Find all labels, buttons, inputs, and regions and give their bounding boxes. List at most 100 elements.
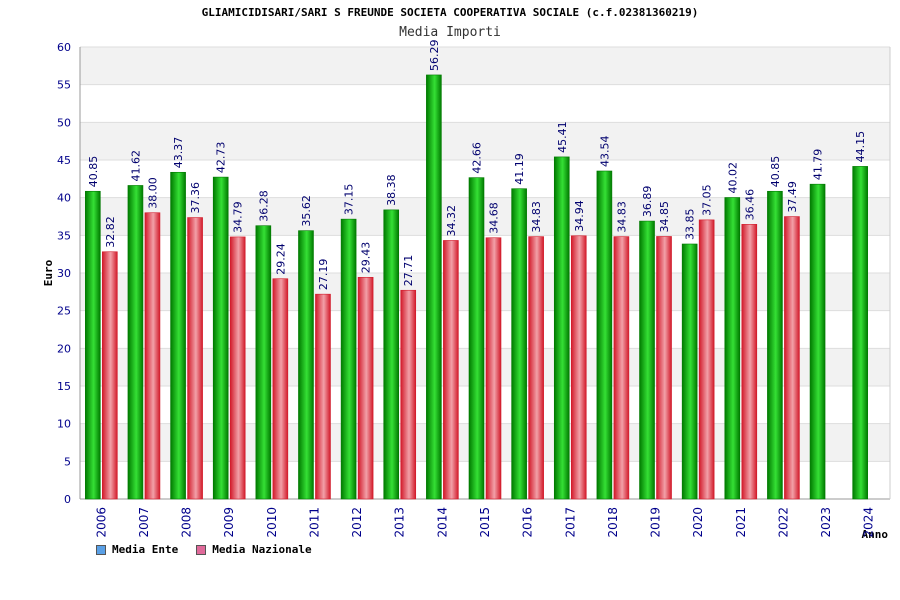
value-label-ente: 41.79 bbox=[812, 149, 825, 181]
legend: Media Ente Media Nazionale bbox=[96, 543, 312, 556]
x-tick-label: 2012 bbox=[350, 507, 364, 538]
value-label-nazionale: 34.83 bbox=[615, 201, 628, 233]
legend-swatch-nazionale bbox=[196, 544, 207, 555]
bar-media-ente bbox=[383, 209, 400, 500]
value-label-ente: 37.15 bbox=[343, 184, 356, 216]
x-tick-label: 2007 bbox=[137, 507, 151, 538]
bar-media-ente bbox=[426, 74, 442, 500]
value-label-nazionale: 38.00 bbox=[146, 177, 159, 209]
bar-media-nazionale bbox=[656, 236, 672, 500]
value-label-nazionale: 29.24 bbox=[274, 243, 287, 275]
y-tick-label: 15 bbox=[57, 380, 71, 393]
x-tick-label: 2016 bbox=[521, 507, 535, 538]
value-label-nazionale: 37.05 bbox=[701, 184, 714, 216]
legend-label-nazionale: Media Nazionale bbox=[212, 543, 312, 556]
bar-media-ente bbox=[468, 177, 485, 500]
value-label-ente: 40.02 bbox=[726, 162, 739, 194]
x-tick-label: 2021 bbox=[734, 507, 748, 538]
value-label-nazionale: 36.46 bbox=[743, 189, 756, 221]
y-tick-label: 0 bbox=[64, 493, 71, 506]
x-tick-label: 2010 bbox=[265, 507, 279, 538]
bar-media-nazionale bbox=[741, 224, 758, 500]
bar-media-ente bbox=[340, 218, 357, 500]
y-tick-label: 20 bbox=[57, 342, 71, 355]
bar-media-nazionale bbox=[613, 236, 630, 500]
bar-media-nazionale bbox=[400, 289, 417, 500]
x-tick-label: 2024 bbox=[862, 507, 876, 538]
bar-media-ente bbox=[170, 171, 186, 500]
bar-media-nazionale bbox=[485, 237, 502, 500]
value-label-nazionale: 29.43 bbox=[360, 242, 373, 274]
x-tick-label: 2006 bbox=[94, 507, 108, 538]
value-label-nazionale: 27.71 bbox=[402, 255, 415, 287]
value-label-ente: 45.41 bbox=[556, 121, 569, 153]
value-label-nazionale: 34.85 bbox=[658, 201, 671, 233]
y-tick-label: 45 bbox=[57, 154, 71, 167]
value-label-nazionale: 37.36 bbox=[189, 182, 202, 214]
bar-media-nazionale bbox=[144, 212, 161, 500]
x-tick-label: 2013 bbox=[393, 507, 407, 538]
y-tick-label: 50 bbox=[57, 116, 71, 129]
value-label-ente: 42.66 bbox=[471, 142, 484, 174]
y-tick-label: 35 bbox=[57, 229, 71, 242]
x-tick-label: 2023 bbox=[819, 507, 833, 538]
value-label-nazionale: 34.68 bbox=[488, 202, 501, 234]
bar-media-ente bbox=[85, 190, 101, 500]
bar-media-nazionale bbox=[315, 293, 331, 500]
value-label-ente: 42.73 bbox=[215, 142, 228, 174]
bar-media-nazionale bbox=[357, 276, 374, 500]
bar-media-nazionale bbox=[102, 251, 118, 500]
value-label-ente: 41.19 bbox=[513, 153, 526, 185]
chart-title: GLIAMICIDISARI/SARI S FREUNDE SOCIETA CO… bbox=[201, 6, 699, 19]
legend-label-ente: Media Ente bbox=[112, 543, 179, 556]
bar-media-ente bbox=[639, 220, 655, 500]
bar-media-nazionale bbox=[272, 278, 289, 500]
y-tick-label: 10 bbox=[57, 418, 71, 431]
bar-media-ente bbox=[553, 156, 570, 500]
x-tick-label: 2008 bbox=[180, 507, 194, 538]
y-tick-label: 55 bbox=[57, 79, 71, 92]
value-label-nazionale: 34.94 bbox=[573, 200, 586, 232]
value-label-ente: 33.85 bbox=[684, 208, 697, 240]
bar-media-nazionale bbox=[443, 240, 459, 500]
x-tick-label: 2019 bbox=[649, 507, 663, 538]
legend-item-ente: Media Ente bbox=[96, 543, 178, 556]
bar-media-nazionale bbox=[229, 236, 246, 500]
bar-media-ente bbox=[255, 225, 272, 500]
bar-media-nazionale bbox=[570, 235, 587, 500]
bar-media-nazionale bbox=[784, 216, 800, 500]
x-tick-label: 2014 bbox=[435, 507, 449, 538]
bar-media-ente bbox=[212, 176, 229, 500]
y-tick-label: 25 bbox=[57, 305, 71, 318]
value-label-nazionale: 34.32 bbox=[445, 205, 458, 237]
bar-media-nazionale bbox=[187, 217, 203, 500]
x-tick-label: 2011 bbox=[307, 507, 321, 538]
value-label-ente: 38.38 bbox=[385, 174, 398, 206]
value-label-ente: 43.37 bbox=[172, 137, 185, 169]
value-label-ente: 36.28 bbox=[257, 190, 270, 222]
y-tick-label: 40 bbox=[57, 192, 71, 205]
value-label-ente: 40.85 bbox=[769, 156, 782, 188]
bar-media-ente bbox=[127, 185, 144, 500]
value-label-ente: 40.85 bbox=[87, 156, 100, 188]
bar-media-ente bbox=[596, 170, 613, 500]
legend-swatch-ente bbox=[96, 544, 106, 555]
value-label-nazionale: 37.49 bbox=[786, 181, 799, 213]
bar-media-ente bbox=[809, 183, 826, 500]
x-tick-label: 2009 bbox=[222, 507, 236, 538]
x-tick-label: 2015 bbox=[478, 507, 492, 538]
value-label-ente: 43.54 bbox=[598, 135, 611, 167]
chart-subtitle: Media Importi bbox=[399, 25, 501, 40]
value-label-ente: 56.29 bbox=[428, 39, 441, 71]
legend-item-nazionale: Media Nazionale bbox=[196, 543, 312, 556]
value-label-ente: 44.15 bbox=[854, 131, 867, 163]
value-label-nazionale: 34.83 bbox=[530, 201, 543, 233]
value-label-ente: 41.62 bbox=[129, 150, 142, 182]
x-tick-label: 2020 bbox=[691, 507, 705, 538]
y-axis-label: Euro bbox=[42, 259, 55, 286]
y-tick-label: 60 bbox=[57, 41, 71, 54]
value-label-ente: 35.62 bbox=[300, 195, 313, 227]
value-label-nazionale: 34.79 bbox=[232, 201, 245, 233]
bar-media-nazionale bbox=[528, 236, 544, 500]
